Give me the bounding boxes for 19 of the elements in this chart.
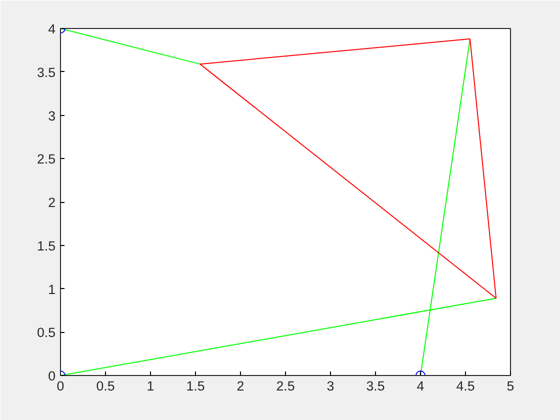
x-tick-label: 4.5: [456, 378, 475, 394]
x-tick-label: 1.5: [186, 378, 205, 394]
y-tick-label: 2.5: [36, 152, 56, 167]
y-tick-label: 0.5: [36, 325, 56, 340]
x-tick-label: 2.5: [276, 378, 295, 394]
y-tick-label: 4: [48, 22, 56, 36]
x-tick-label: 1: [146, 378, 154, 394]
y-tick-label: 3: [48, 108, 56, 124]
x-tick-label: 5: [506, 378, 514, 394]
y-tick-label: 2: [48, 195, 56, 210]
y-tick-label: 1.5: [36, 238, 56, 254]
x-tick-label: 3.5: [366, 378, 385, 394]
x-tick-label: 3: [326, 378, 334, 394]
y-tick-label: 3.5: [36, 64, 56, 80]
x-tick-label: 0.5: [96, 378, 115, 394]
y-tick-label: 0: [48, 368, 56, 384]
x-tick-label: 4: [416, 378, 425, 394]
x-tick-label: 2: [236, 378, 244, 394]
y-tick-label: 1: [48, 282, 56, 297]
